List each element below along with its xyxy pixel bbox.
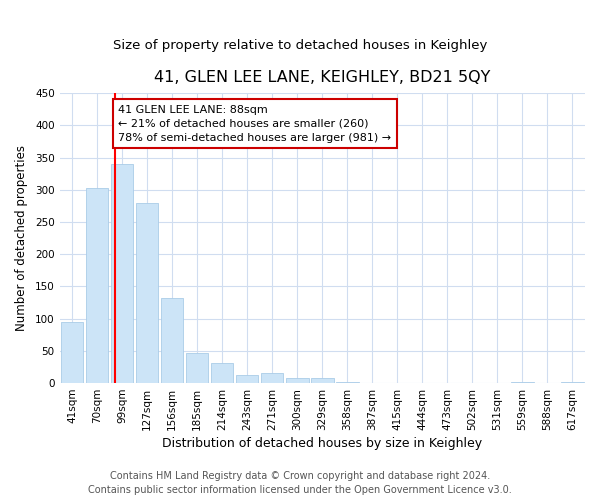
Bar	[61, 322, 83, 383]
Bar	[161, 298, 184, 383]
Bar	[261, 374, 283, 383]
Text: 41 GLEN LEE LANE: 88sqm
← 21% of detached houses are smaller (260)
78% of semi-d: 41 GLEN LEE LANE: 88sqm ← 21% of detache…	[118, 104, 391, 142]
Text: Size of property relative to detached houses in Keighley: Size of property relative to detached ho…	[113, 40, 487, 52]
X-axis label: Distribution of detached houses by size in Keighley: Distribution of detached houses by size …	[162, 437, 482, 450]
Bar	[111, 164, 133, 383]
Bar	[136, 202, 158, 383]
Bar	[336, 382, 359, 383]
Title: 41, GLEN LEE LANE, KEIGHLEY, BD21 5QY: 41, GLEN LEE LANE, KEIGHLEY, BD21 5QY	[154, 70, 490, 85]
Bar	[286, 378, 308, 383]
Bar	[211, 363, 233, 383]
Y-axis label: Number of detached properties: Number of detached properties	[15, 145, 28, 331]
Bar	[186, 353, 208, 383]
Bar	[86, 188, 109, 383]
Bar	[236, 374, 259, 383]
Bar	[561, 382, 584, 383]
Bar	[511, 382, 534, 383]
Bar	[311, 378, 334, 383]
Text: Contains HM Land Registry data © Crown copyright and database right 2024.
Contai: Contains HM Land Registry data © Crown c…	[88, 471, 512, 495]
